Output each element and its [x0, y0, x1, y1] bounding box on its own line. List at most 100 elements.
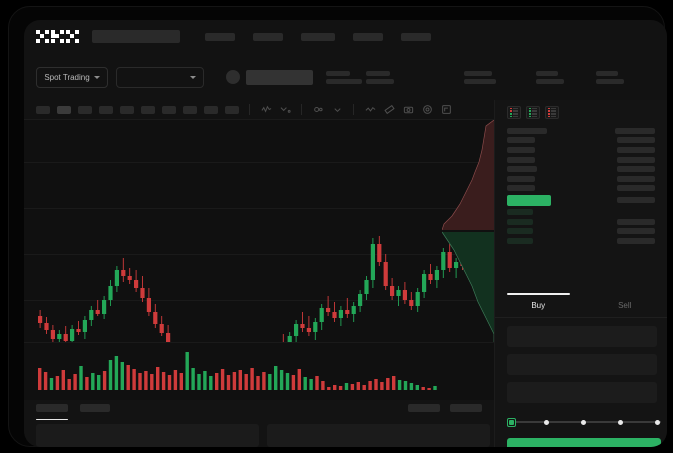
- slider-stop-75[interactable]: [618, 419, 623, 425]
- app-window: Spot Trading: [24, 20, 667, 447]
- bottom-panels: [36, 424, 490, 447]
- trade-side-tabs: Buy Sell: [495, 293, 667, 318]
- orderbook[interactable]: [495, 124, 667, 246]
- timeframe-2[interactable]: [57, 105, 71, 114]
- ticker-price-value: [246, 69, 313, 85]
- slider-handle[interactable]: [507, 417, 516, 427]
- timeframe-8[interactable]: [183, 105, 197, 114]
- timeframe-3[interactable]: [78, 105, 92, 114]
- header-nav: [205, 32, 431, 41]
- gridline: [24, 208, 494, 209]
- stat-volume-base: [536, 70, 564, 84]
- nav-item-1[interactable]: [205, 32, 235, 41]
- logo-glyph-k: [51, 30, 64, 43]
- trading-sidebar: Buy Sell: [494, 100, 667, 447]
- orderbook-bid-row[interactable]: [507, 236, 655, 246]
- price-chart[interactable]: [24, 120, 494, 342]
- timeframe-1[interactable]: [36, 105, 50, 114]
- candlestick-series: [38, 232, 494, 342]
- nav-item-4[interactable]: [353, 32, 383, 41]
- fullscreen-icon[interactable]: [440, 104, 452, 116]
- indicators-icon[interactable]: [260, 104, 272, 116]
- bottom-tabs: [36, 404, 110, 420]
- okx-logo[interactable]: [36, 30, 79, 43]
- orderbook-ask-row[interactable]: [507, 174, 655, 184]
- toolbar-divider: [301, 104, 302, 115]
- device-bezel: Spot Trading: [8, 6, 667, 447]
- amount-slider[interactable]: [507, 416, 661, 428]
- orderbook-view-modes: [495, 100, 667, 124]
- bottom-action-1[interactable]: [408, 404, 440, 412]
- bottom-panel-right[interactable]: [267, 424, 490, 447]
- orderbook-ask-row[interactable]: [507, 145, 655, 155]
- buy-submit-button[interactable]: [507, 438, 661, 447]
- timeframe-4[interactable]: [99, 105, 113, 114]
- timeframe-10[interactable]: [225, 105, 239, 114]
- toolbar-divider: [249, 104, 250, 115]
- coin-avatar: [226, 70, 240, 84]
- nav-item-2[interactable]: [253, 32, 283, 41]
- slider-stop-100[interactable]: [655, 419, 660, 425]
- orderbook-bid-row[interactable]: [507, 207, 655, 217]
- pair-select-dropdown[interactable]: [116, 66, 204, 88]
- orderbook-ask-row[interactable]: [507, 136, 655, 146]
- timeframe-5[interactable]: [120, 105, 134, 114]
- bottom-actions: [408, 404, 482, 412]
- nav-item-5[interactable]: [401, 32, 431, 41]
- bottom-action-2[interactable]: [450, 404, 482, 412]
- chart-toolbar: [24, 100, 667, 120]
- ticker-coin-group: [226, 69, 313, 85]
- orderbook-bid-row[interactable]: [507, 226, 655, 236]
- line-chart-icon[interactable]: [364, 104, 376, 116]
- chart-gridlines: [24, 120, 494, 342]
- orderbook-mode-asks[interactable]: [545, 106, 559, 119]
- gridline: [24, 162, 494, 163]
- slider-stop-25[interactable]: [544, 419, 549, 425]
- orderbook-ask-row[interactable]: [507, 184, 655, 194]
- nav-item-3[interactable]: [301, 32, 335, 41]
- orderbook-ask-row[interactable]: [507, 164, 655, 174]
- trade-form: [507, 326, 657, 410]
- market-type-dropdown[interactable]: Spot Trading: [36, 66, 108, 88]
- chevron-down-icon: [93, 75, 100, 79]
- stat-high: [366, 70, 394, 84]
- chevron-down-icon: [190, 75, 196, 79]
- slider-stop-50[interactable]: [581, 419, 586, 425]
- orderbook-mode-bids[interactable]: [526, 106, 540, 119]
- stat-low: [464, 70, 496, 84]
- volume-chart: [24, 342, 494, 400]
- bottom-tab-2[interactable]: [80, 404, 110, 412]
- search-input[interactable]: [92, 30, 180, 43]
- price-input[interactable]: [507, 326, 657, 347]
- volume-series: [38, 352, 437, 390]
- toolbar-divider: [353, 104, 354, 115]
- alert-icon[interactable]: [312, 104, 324, 116]
- camera-icon[interactable]: [402, 104, 414, 116]
- compare-icon[interactable]: [279, 104, 291, 116]
- orderbook-ask-row[interactable]: [507, 155, 655, 165]
- measure-icon[interactable]: [383, 104, 395, 116]
- gridline: [24, 254, 494, 255]
- orderbook-mode-both[interactable]: [507, 106, 521, 119]
- bottom-panel-left[interactable]: [36, 424, 259, 447]
- total-input[interactable]: [507, 382, 657, 403]
- timeframe-7[interactable]: [162, 105, 176, 114]
- slider-track: [511, 421, 661, 423]
- settings-icon[interactable]: [421, 104, 433, 116]
- timeframe-9[interactable]: [204, 105, 218, 114]
- bottom-section: [24, 400, 494, 447]
- orderbook-current-price: [507, 193, 655, 207]
- stat-change: [326, 70, 362, 84]
- timeframe-6[interactable]: [141, 105, 155, 114]
- tab-sell[interactable]: Sell: [618, 301, 632, 310]
- chart-type-icon[interactable]: [331, 104, 343, 116]
- bottom-tab-1[interactable]: [36, 404, 68, 420]
- market-type-label: Spot Trading: [44, 72, 90, 82]
- stat-volume-quote: [596, 70, 624, 84]
- tab-buy[interactable]: Buy: [495, 293, 582, 317]
- amount-input[interactable]: [507, 354, 657, 375]
- orderbook-header-row: [507, 126, 655, 136]
- logo-glyph-o: [36, 30, 49, 43]
- orderbook-bid-row[interactable]: [507, 217, 655, 227]
